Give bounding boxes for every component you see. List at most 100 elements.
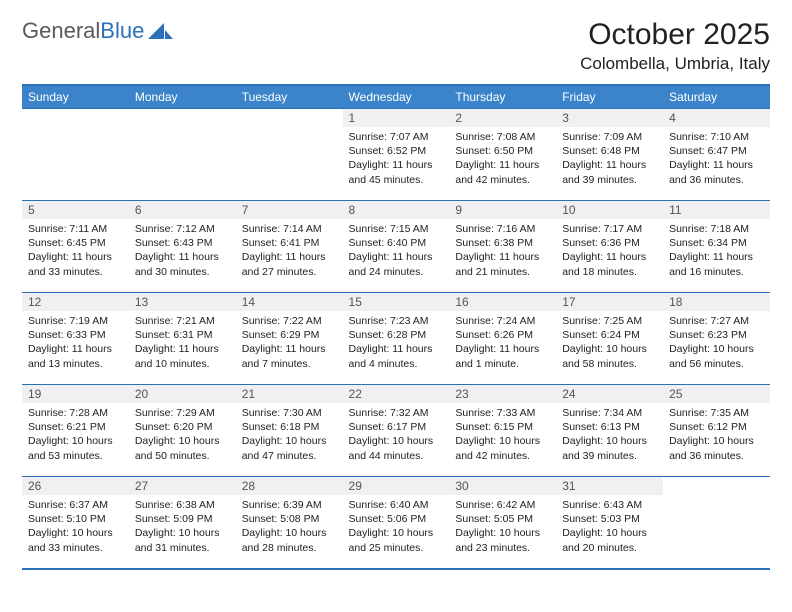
- calendar-day-cell: 13Sunrise: 7:21 AMSunset: 6:31 PMDayligh…: [129, 293, 236, 385]
- day-details: Sunrise: 7:11 AMSunset: 6:45 PMDaylight:…: [22, 219, 129, 283]
- sunrise-text: Sunrise: 7:35 AM: [669, 406, 764, 420]
- daylight-text: Daylight: 10 hours and 44 minutes.: [349, 434, 444, 462]
- calendar-day-cell: 15Sunrise: 7:23 AMSunset: 6:28 PMDayligh…: [343, 293, 450, 385]
- sunset-text: Sunset: 6:18 PM: [242, 420, 337, 434]
- daylight-text: Daylight: 10 hours and 53 minutes.: [28, 434, 123, 462]
- sunrise-text: Sunrise: 7:29 AM: [135, 406, 230, 420]
- calendar-day-cell: 20Sunrise: 7:29 AMSunset: 6:20 PMDayligh…: [129, 385, 236, 477]
- daylight-text: Daylight: 10 hours and 58 minutes.: [562, 342, 657, 370]
- day-number: 28: [236, 477, 343, 495]
- calendar-day-cell: 11Sunrise: 7:18 AMSunset: 6:34 PMDayligh…: [663, 201, 770, 293]
- sunrise-text: Sunrise: 7:22 AM: [242, 314, 337, 328]
- sunset-text: Sunset: 6:26 PM: [455, 328, 550, 342]
- sunset-text: Sunset: 5:03 PM: [562, 512, 657, 526]
- sunrise-text: Sunrise: 7:12 AM: [135, 222, 230, 236]
- calendar-day-cell: 25Sunrise: 7:35 AMSunset: 6:12 PMDayligh…: [663, 385, 770, 477]
- daylight-text: Daylight: 10 hours and 47 minutes.: [242, 434, 337, 462]
- sunrise-text: Sunrise: 7:30 AM: [242, 406, 337, 420]
- calendar-day-cell: 4Sunrise: 7:10 AMSunset: 6:47 PMDaylight…: [663, 109, 770, 201]
- sunset-text: Sunset: 6:20 PM: [135, 420, 230, 434]
- sunrise-text: Sunrise: 7:23 AM: [349, 314, 444, 328]
- day-number: 23: [449, 385, 556, 403]
- month-title: October 2025: [580, 18, 770, 52]
- calendar-day-cell: 3Sunrise: 7:09 AMSunset: 6:48 PMDaylight…: [556, 109, 663, 201]
- sunrise-text: Sunrise: 7:34 AM: [562, 406, 657, 420]
- day-number: 1: [343, 109, 450, 127]
- day-number: 29: [343, 477, 450, 495]
- daylight-text: Daylight: 11 hours and 16 minutes.: [669, 250, 764, 278]
- daylight-text: Daylight: 11 hours and 24 minutes.: [349, 250, 444, 278]
- calendar-day-cell: [129, 109, 236, 201]
- sunset-text: Sunset: 6:28 PM: [349, 328, 444, 342]
- daylight-text: Daylight: 10 hours and 56 minutes.: [669, 342, 764, 370]
- sunrise-text: Sunrise: 7:08 AM: [455, 130, 550, 144]
- day-details: Sunrise: 6:43 AMSunset: 5:03 PMDaylight:…: [556, 495, 663, 559]
- day-details: Sunrise: 7:27 AMSunset: 6:23 PMDaylight:…: [663, 311, 770, 375]
- sunset-text: Sunset: 6:33 PM: [28, 328, 123, 342]
- daylight-text: Daylight: 10 hours and 33 minutes.: [28, 526, 123, 554]
- day-details: Sunrise: 6:42 AMSunset: 5:05 PMDaylight:…: [449, 495, 556, 559]
- sunrise-text: Sunrise: 6:38 AM: [135, 498, 230, 512]
- sunset-text: Sunset: 6:21 PM: [28, 420, 123, 434]
- day-details: Sunrise: 7:07 AMSunset: 6:52 PMDaylight:…: [343, 127, 450, 191]
- sunrise-text: Sunrise: 6:39 AM: [242, 498, 337, 512]
- daylight-text: Daylight: 10 hours and 20 minutes.: [562, 526, 657, 554]
- weekday-header: Sunday: [22, 85, 129, 109]
- calendar-day-cell: 6Sunrise: 7:12 AMSunset: 6:43 PMDaylight…: [129, 201, 236, 293]
- day-number: 19: [22, 385, 129, 403]
- day-details: Sunrise: 6:40 AMSunset: 5:06 PMDaylight:…: [343, 495, 450, 559]
- calendar-day-cell: 21Sunrise: 7:30 AMSunset: 6:18 PMDayligh…: [236, 385, 343, 477]
- weekday-header: Saturday: [663, 85, 770, 109]
- weekday-header: Tuesday: [236, 85, 343, 109]
- day-details: Sunrise: 7:29 AMSunset: 6:20 PMDaylight:…: [129, 403, 236, 467]
- calendar-week-row: 1Sunrise: 7:07 AMSunset: 6:52 PMDaylight…: [22, 109, 770, 201]
- daylight-text: Daylight: 11 hours and 27 minutes.: [242, 250, 337, 278]
- day-number: 6: [129, 201, 236, 219]
- day-details: Sunrise: 7:24 AMSunset: 6:26 PMDaylight:…: [449, 311, 556, 375]
- day-number: 14: [236, 293, 343, 311]
- calendar-day-cell: [236, 109, 343, 201]
- calendar-week-row: 19Sunrise: 7:28 AMSunset: 6:21 PMDayligh…: [22, 385, 770, 477]
- calendar-day-cell: 24Sunrise: 7:34 AMSunset: 6:13 PMDayligh…: [556, 385, 663, 477]
- day-number: 2: [449, 109, 556, 127]
- day-details: Sunrise: 7:17 AMSunset: 6:36 PMDaylight:…: [556, 219, 663, 283]
- sunrise-text: Sunrise: 7:14 AM: [242, 222, 337, 236]
- day-number: 5: [22, 201, 129, 219]
- daylight-text: Daylight: 11 hours and 45 minutes.: [349, 158, 444, 186]
- daylight-text: Daylight: 10 hours and 39 minutes.: [562, 434, 657, 462]
- daylight-text: Daylight: 11 hours and 18 minutes.: [562, 250, 657, 278]
- weekday-header: Monday: [129, 85, 236, 109]
- day-number: 20: [129, 385, 236, 403]
- sunrise-text: Sunrise: 7:18 AM: [669, 222, 764, 236]
- day-details: Sunrise: 7:33 AMSunset: 6:15 PMDaylight:…: [449, 403, 556, 467]
- calendar-day-cell: 17Sunrise: 7:25 AMSunset: 6:24 PMDayligh…: [556, 293, 663, 385]
- day-number: 18: [663, 293, 770, 311]
- day-number: 13: [129, 293, 236, 311]
- day-number: 24: [556, 385, 663, 403]
- sunset-text: Sunset: 6:50 PM: [455, 144, 550, 158]
- day-number: 27: [129, 477, 236, 495]
- sunset-text: Sunset: 6:38 PM: [455, 236, 550, 250]
- sunset-text: Sunset: 6:24 PM: [562, 328, 657, 342]
- calendar-day-cell: 10Sunrise: 7:17 AMSunset: 6:36 PMDayligh…: [556, 201, 663, 293]
- day-number: 12: [22, 293, 129, 311]
- sunrise-text: Sunrise: 7:33 AM: [455, 406, 550, 420]
- day-number: 22: [343, 385, 450, 403]
- sunset-text: Sunset: 6:23 PM: [669, 328, 764, 342]
- day-number: 8: [343, 201, 450, 219]
- day-details: Sunrise: 7:12 AMSunset: 6:43 PMDaylight:…: [129, 219, 236, 283]
- sunrise-text: Sunrise: 6:40 AM: [349, 498, 444, 512]
- daylight-text: Daylight: 11 hours and 7 minutes.: [242, 342, 337, 370]
- sunrise-text: Sunrise: 7:17 AM: [562, 222, 657, 236]
- day-details: Sunrise: 7:28 AMSunset: 6:21 PMDaylight:…: [22, 403, 129, 467]
- day-details: Sunrise: 6:39 AMSunset: 5:08 PMDaylight:…: [236, 495, 343, 559]
- sunset-text: Sunset: 6:45 PM: [28, 236, 123, 250]
- daylight-text: Daylight: 11 hours and 13 minutes.: [28, 342, 123, 370]
- day-number: 30: [449, 477, 556, 495]
- calendar-body: 1Sunrise: 7:07 AMSunset: 6:52 PMDaylight…: [22, 109, 770, 569]
- calendar-header-row: Sunday Monday Tuesday Wednesday Thursday…: [22, 85, 770, 109]
- sunrise-text: Sunrise: 7:09 AM: [562, 130, 657, 144]
- day-details: Sunrise: 7:10 AMSunset: 6:47 PMDaylight:…: [663, 127, 770, 191]
- day-number: 15: [343, 293, 450, 311]
- calendar-day-cell: 9Sunrise: 7:16 AMSunset: 6:38 PMDaylight…: [449, 201, 556, 293]
